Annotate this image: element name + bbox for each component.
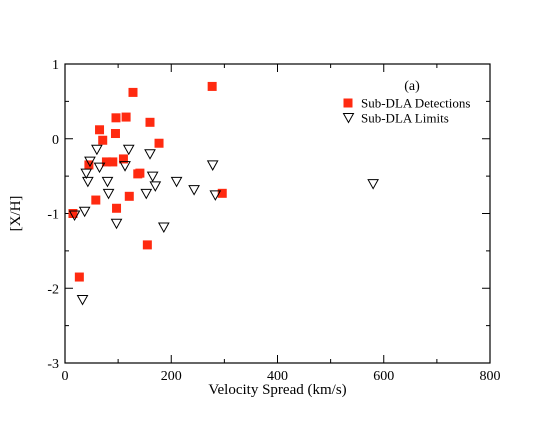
detection-point: [74, 272, 84, 282]
limit-point: [122, 144, 135, 156]
detection-point: [142, 240, 152, 250]
limit-point: [93, 162, 106, 174]
x-tick-label: 600: [373, 369, 394, 384]
axis-tick-labels: 0 200 400 600 800 1 0 -1 -2 -3: [47, 58, 500, 384]
limit-point: [76, 294, 89, 306]
y-tick-label: 0: [52, 133, 59, 148]
limit-point: [81, 176, 94, 188]
limit-point: [157, 222, 170, 233]
x-tick-label: 200: [161, 369, 182, 384]
y-tick-label: 1: [52, 58, 59, 73]
limit-point: [140, 188, 153, 200]
detection-point: [111, 113, 121, 123]
legend-label-detections: Sub-DLA Detections: [361, 96, 470, 111]
x-tick-label: 0: [62, 369, 69, 384]
axis-ticks: [64, 63, 491, 364]
detection-point: [98, 135, 108, 145]
limit-point: [68, 210, 81, 222]
limit-point: [144, 149, 156, 160]
data-points: [68, 81, 379, 306]
limit-point: [209, 190, 222, 201]
detection-point: [121, 112, 131, 122]
detection-point: [207, 81, 217, 91]
detection-point: [68, 209, 78, 218]
detection-point: [128, 87, 138, 97]
y-tick-label: -2: [47, 282, 59, 297]
limit-point: [367, 179, 379, 190]
limit-point: [149, 181, 162, 192]
limit-point: [170, 176, 183, 188]
detection-point: [124, 191, 134, 201]
limit-point: [110, 218, 123, 230]
limit-point: [146, 171, 159, 183]
detection-point: [217, 188, 227, 198]
limit-point: [206, 160, 219, 171]
limit-point: [119, 161, 131, 172]
detection-point: [110, 129, 120, 139]
x-tick-label: 800: [480, 369, 501, 384]
y-tick-label: -1: [47, 208, 59, 223]
detection-point: [108, 157, 118, 167]
legend-label-limits: Sub-DLA Limits: [361, 111, 449, 126]
limit-point: [91, 144, 103, 156]
detection-point: [112, 203, 122, 213]
x-tick-label: 400: [267, 369, 288, 384]
y-tick-label: -3: [47, 357, 59, 372]
limit-point: [78, 206, 91, 218]
x-axis-title: Velocity Spread (km/s): [208, 382, 346, 398]
detection-point: [154, 138, 164, 148]
limit-point: [80, 168, 93, 180]
legend: Sub-DLA Detections Sub-DLA Limits: [342, 96, 470, 126]
legend-marker-detections: [343, 98, 353, 108]
detection-point: [101, 157, 111, 167]
limit-point: [84, 156, 96, 168]
detection-point: [95, 125, 105, 135]
detection-point: [145, 117, 155, 127]
detection-point: [118, 154, 128, 164]
detection-point: [135, 168, 145, 178]
limit-point: [102, 188, 115, 200]
legend-marker-limits: [342, 113, 355, 124]
limit-point: [101, 176, 114, 188]
detection-point: [91, 195, 101, 205]
y-axis-title: [X/H]: [8, 196, 24, 232]
limit-point: [188, 185, 200, 196]
panel-label: (a): [404, 79, 420, 94]
